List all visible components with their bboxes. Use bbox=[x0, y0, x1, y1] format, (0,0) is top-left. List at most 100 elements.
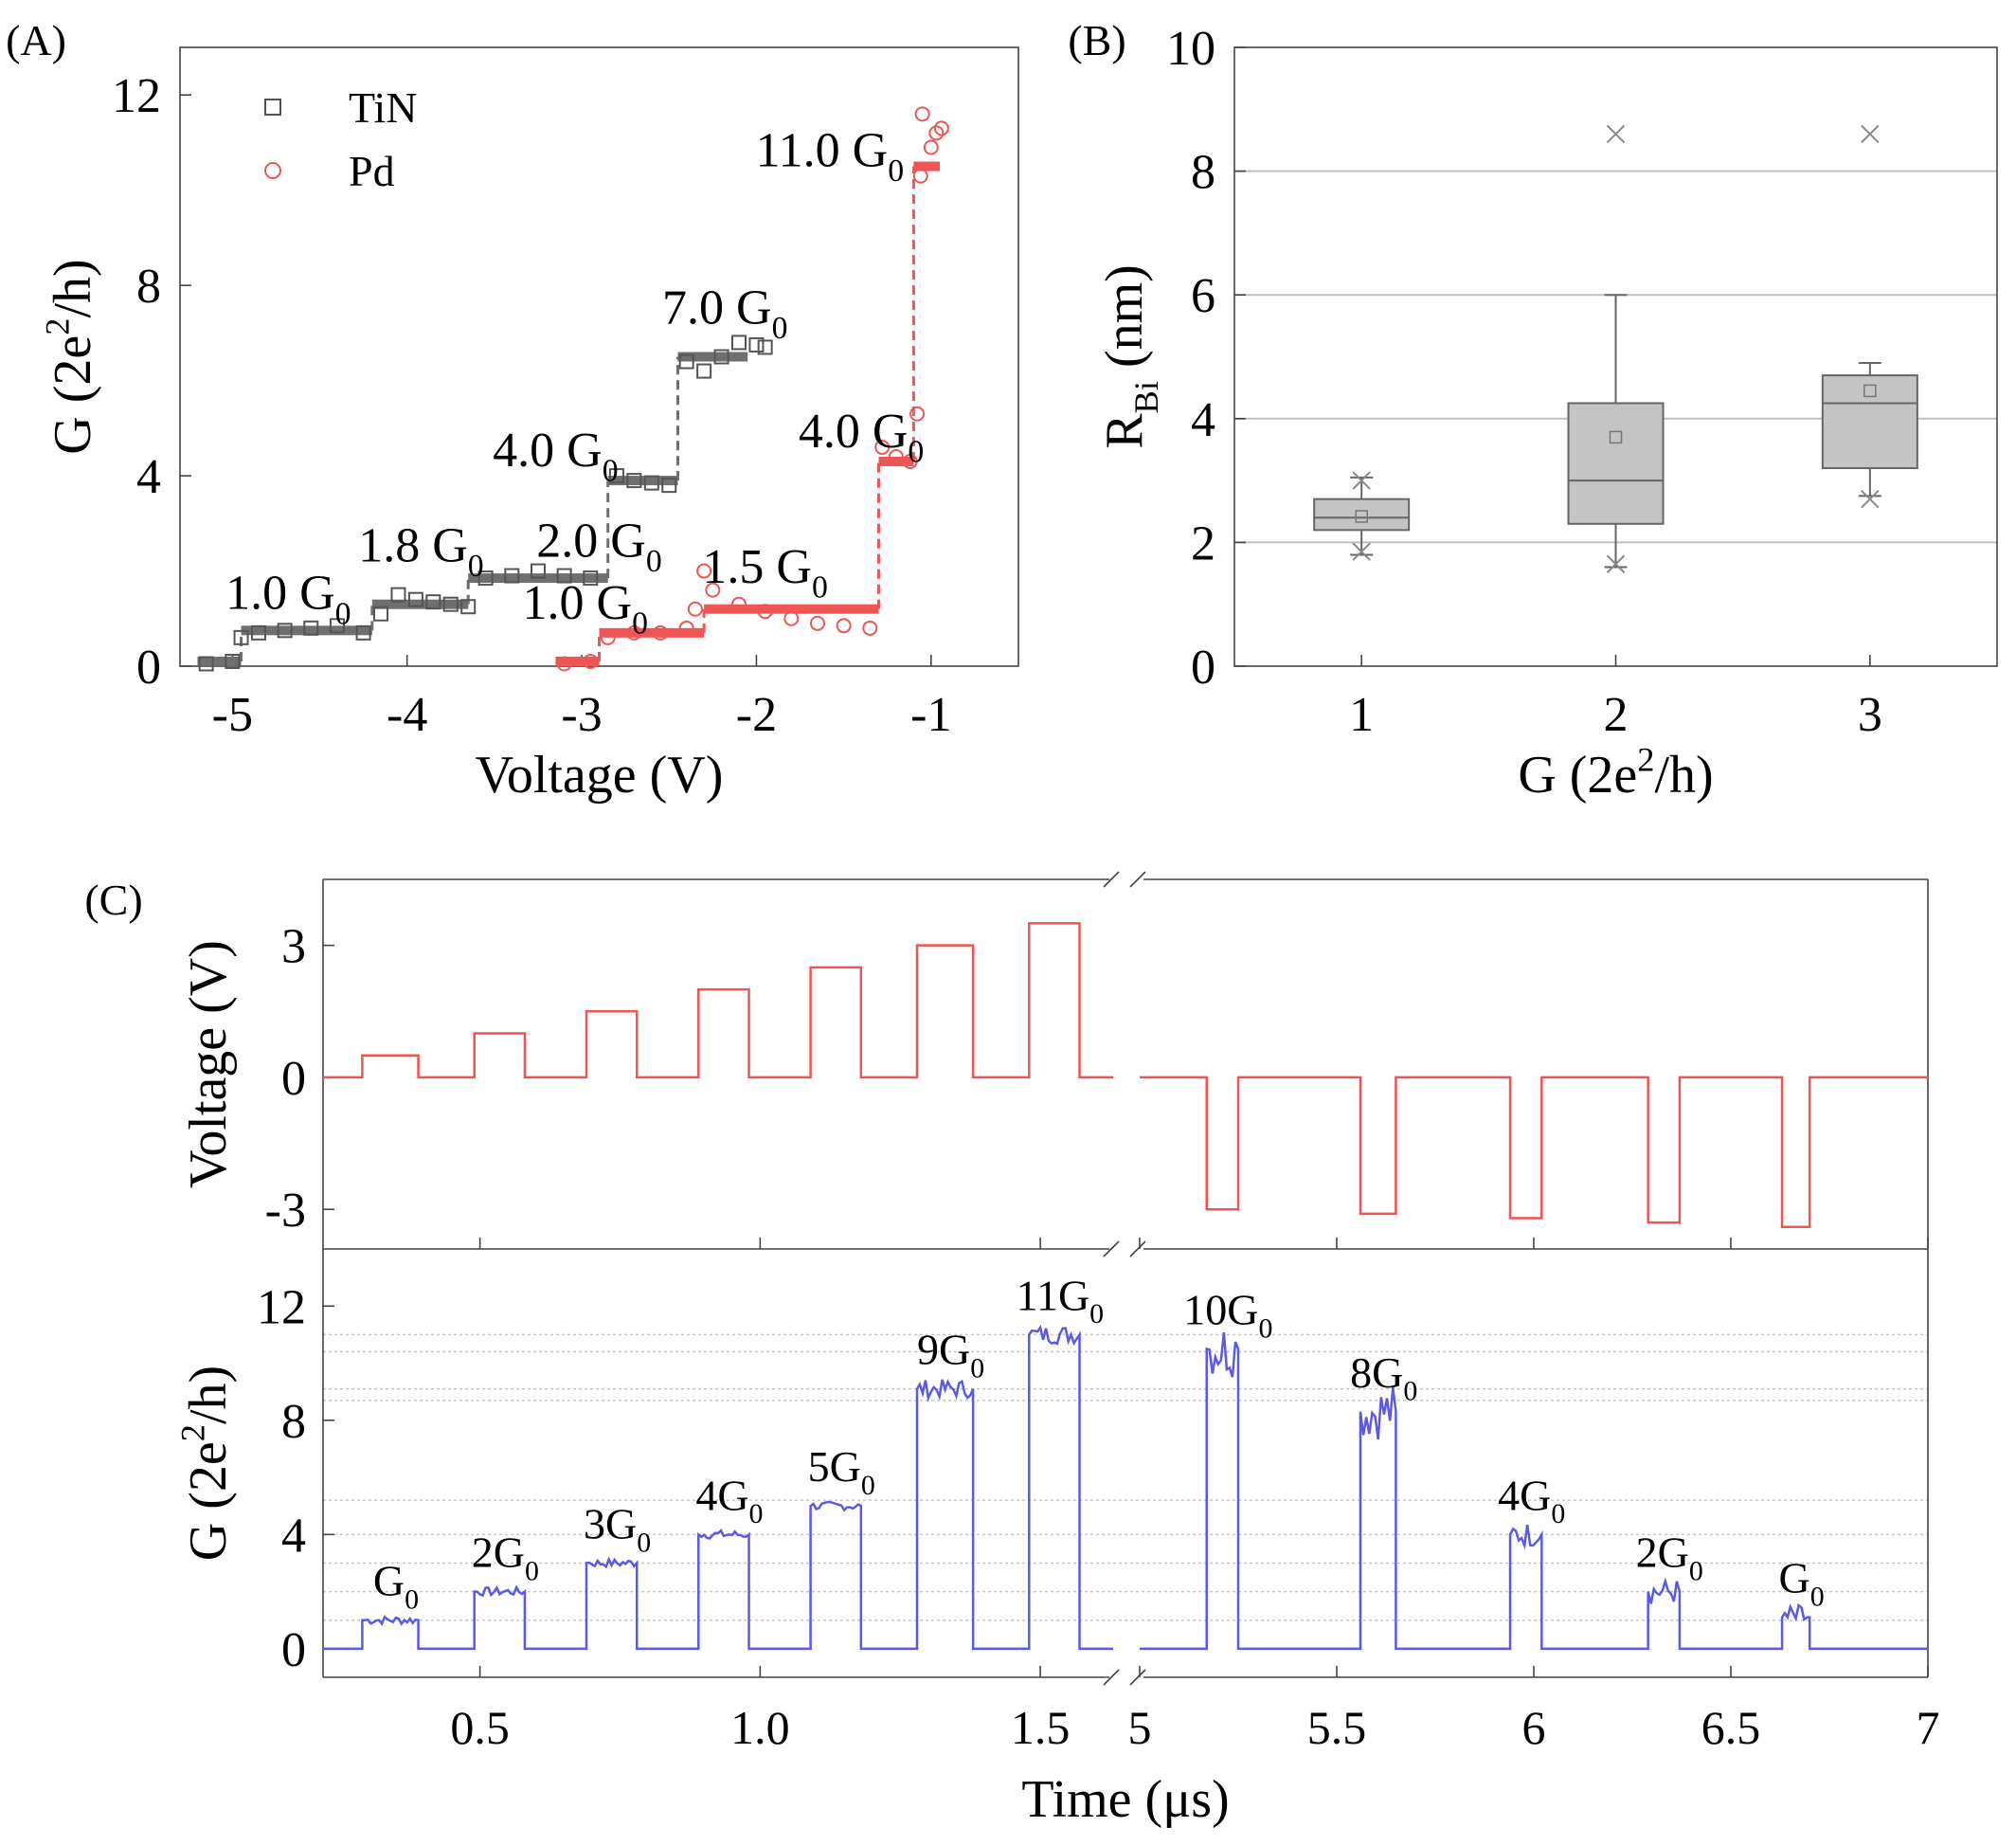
step-pd bbox=[913, 161, 941, 172]
data-point-pd bbox=[583, 653, 599, 669]
y-tick-label-a: 8 bbox=[136, 260, 161, 314]
legend-marker-tin bbox=[264, 99, 281, 116]
panel-label-a: (A) bbox=[6, 16, 66, 64]
y-tick-label-c-top: -3 bbox=[265, 1184, 306, 1238]
step-annotation-a: 11.0 G0 bbox=[756, 124, 905, 190]
data-point-pd bbox=[912, 168, 928, 184]
y-tick-label-b: 8 bbox=[1191, 146, 1215, 200]
y-tick-label-b: 10 bbox=[1166, 22, 1215, 76]
x-tick-label-a: -4 bbox=[387, 688, 427, 742]
data-point-tin bbox=[225, 653, 241, 669]
y-tick-label-b: 0 bbox=[1191, 641, 1215, 695]
step-annotation-a: 1.0 G0 bbox=[523, 576, 648, 642]
data-point-pd bbox=[809, 615, 825, 631]
data-point-tin bbox=[250, 624, 266, 641]
data-point-tin bbox=[277, 623, 293, 639]
data-point-pd bbox=[836, 618, 852, 634]
x-tick-label-a: -3 bbox=[561, 688, 602, 742]
y-tick-label-a: 12 bbox=[112, 69, 161, 123]
data-point-pd bbox=[600, 629, 616, 645]
data-point-pd bbox=[626, 624, 642, 641]
outlier-marker bbox=[1861, 124, 1880, 144]
y-axis-label-c-top: Voltage (V) bbox=[179, 940, 238, 1188]
data-point-pd bbox=[653, 624, 669, 641]
panel-label-c: (C) bbox=[84, 876, 142, 924]
level-label: 2G0 bbox=[472, 1528, 539, 1587]
data-point-pd bbox=[783, 610, 800, 626]
level-label: 3G0 bbox=[584, 1499, 651, 1558]
step-annotation-a: 4.0 G0 bbox=[493, 424, 618, 489]
level-label: 11G0 bbox=[1017, 1271, 1104, 1329]
y-axis-label-c-bottom: G (2e2/h) bbox=[174, 1366, 238, 1561]
x-tick-label-c: 6.5 bbox=[1701, 1701, 1761, 1754]
data-point-tin bbox=[407, 591, 423, 607]
data-point-tin bbox=[460, 599, 477, 615]
data-point-tin bbox=[303, 620, 319, 636]
data-point-pd bbox=[928, 125, 945, 141]
level-label: 4G0 bbox=[1498, 1471, 1565, 1529]
data-point-pd bbox=[705, 582, 721, 598]
data-point-tin bbox=[233, 629, 249, 645]
step-tin bbox=[197, 656, 242, 666]
y-tick-label-a: 4 bbox=[136, 450, 161, 504]
data-point-pd bbox=[914, 106, 930, 122]
y-tick-label-b: 6 bbox=[1191, 269, 1215, 323]
data-point-tin bbox=[504, 568, 520, 584]
level-label: 8G0 bbox=[1350, 1348, 1417, 1407]
voltage-pulse-trace-a bbox=[323, 922, 1113, 1079]
step-annotation-a: 1.5 G0 bbox=[702, 540, 827, 606]
data-point-tin bbox=[477, 570, 494, 587]
y-tick-label-b: 4 bbox=[1191, 393, 1215, 447]
data-point-tin bbox=[608, 468, 624, 484]
max-marker bbox=[1352, 471, 1371, 490]
outlier-marker bbox=[1606, 124, 1626, 144]
step-tin bbox=[677, 352, 748, 362]
level-label: G0 bbox=[1779, 1554, 1825, 1613]
step-pd bbox=[878, 457, 914, 467]
axis-break-mark bbox=[1103, 1240, 1120, 1257]
min-marker bbox=[1861, 489, 1880, 509]
data-point-pd bbox=[888, 448, 904, 464]
mean-marker bbox=[1863, 384, 1877, 398]
data-point-tin bbox=[696, 363, 712, 379]
step-tin bbox=[607, 476, 678, 486]
x-axis-label-c: Time (μs) bbox=[1021, 1770, 1229, 1829]
data-point-tin bbox=[678, 353, 694, 370]
x-tick-label-b: 1 bbox=[1349, 688, 1374, 742]
data-point-pd bbox=[902, 454, 918, 470]
x-tick-label-b: 3 bbox=[1858, 688, 1882, 742]
data-point-pd bbox=[933, 120, 949, 136]
data-point-tin bbox=[626, 473, 642, 489]
legend-label-pd: Pd bbox=[349, 147, 395, 195]
data-point-pd bbox=[909, 406, 926, 422]
conductance-trace-a bbox=[323, 1325, 1113, 1651]
level-label: 2G0 bbox=[1636, 1528, 1703, 1587]
data-point-pd bbox=[862, 620, 878, 636]
voltage-pulse-trace-b bbox=[1140, 1076, 1928, 1229]
y-axis-label-b: RBi (nm) bbox=[1095, 264, 1165, 449]
data-point-tin bbox=[425, 594, 441, 610]
y-tick-label-c-bottom: 12 bbox=[257, 1280, 306, 1334]
data-point-pd bbox=[874, 439, 891, 455]
level-label: G0 bbox=[373, 1557, 419, 1616]
data-point-tin bbox=[329, 618, 345, 634]
data-point-pd bbox=[757, 604, 773, 620]
data-point-tin bbox=[373, 606, 389, 622]
y-tick-label-c-bottom: 4 bbox=[281, 1509, 306, 1563]
x-tick-label-a: -2 bbox=[736, 688, 777, 742]
level-label: 9G0 bbox=[917, 1326, 984, 1384]
data-point-tin bbox=[198, 656, 214, 672]
level-label: 10G0 bbox=[1183, 1285, 1272, 1344]
conductance-trace-b bbox=[1140, 1331, 1928, 1651]
legend-marker-pd bbox=[264, 162, 281, 179]
legend-label-tin: TiN bbox=[349, 83, 417, 132]
panel-b: (B) 1 2 3 0 2 4 6 8 10 G (2e2/h) RBi (nm) bbox=[1068, 16, 1998, 805]
data-point-tin bbox=[583, 570, 599, 587]
x-tick-label-c: 5 bbox=[1128, 1701, 1152, 1754]
level-label: 4G0 bbox=[695, 1471, 763, 1529]
data-point-pd bbox=[687, 601, 703, 617]
panel-a: (A) -5 -4 -3 -2 -1 0 4 8 12 Voltage (V) G (2e2/h) Ti… bbox=[6, 16, 1019, 805]
data-point-tin bbox=[748, 336, 765, 353]
data-point-pd bbox=[556, 656, 572, 672]
